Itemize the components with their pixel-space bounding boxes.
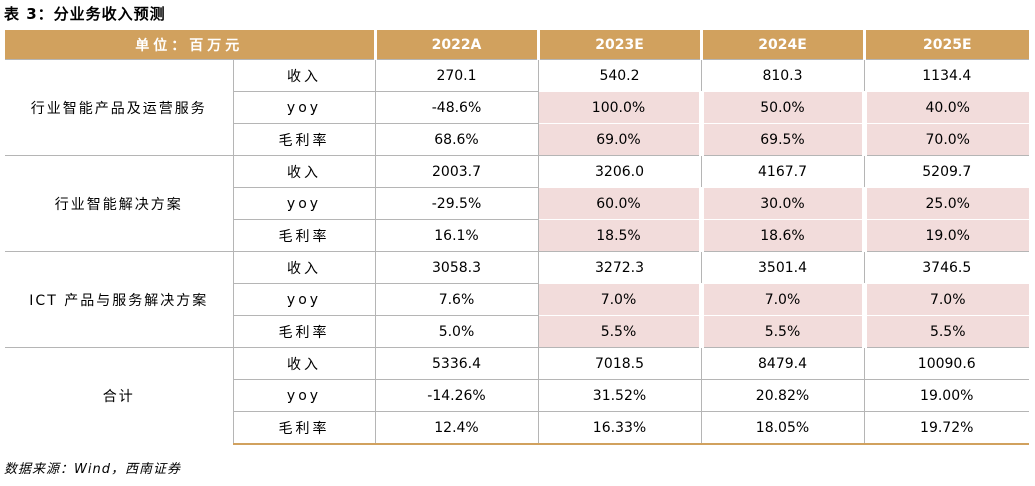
table-row: 行业智能解决方案 收入 2003.7 3206.0 4167.7 5209.7 bbox=[5, 155, 1029, 252]
year-header: 2023E bbox=[538, 30, 703, 60]
revenue-forecast-table: 单位：百万元 2022A 2023E 2024E 2025E 行业智能产品及运营… bbox=[5, 30, 1029, 445]
value-cell: 5.5% bbox=[701, 315, 867, 348]
header-row: 单位：百万元 2022A 2023E 2024E 2025E bbox=[5, 30, 1029, 60]
value-cell: 3501.4 bbox=[701, 251, 865, 284]
value-cell: 3746.5 bbox=[864, 251, 1029, 284]
value-cell: 16.33% bbox=[538, 411, 702, 445]
value-cell: 31.52% bbox=[538, 379, 702, 412]
value-cell: 8479.4 bbox=[701, 347, 865, 380]
value-cell: 68.6% bbox=[375, 123, 539, 156]
value-cell: 16.1% bbox=[375, 219, 539, 252]
metric-label: 毛利率 bbox=[233, 315, 376, 348]
table-row: yoy -14.26% 31.52% 20.82% 19.00% bbox=[5, 379, 1029, 412]
value-cell: 1134.4 bbox=[864, 59, 1029, 92]
table-row: ICT 产品与服务解决方案 收入 3058.3 3272.3 3501.4 3746.5 bbox=[5, 251, 1029, 348]
value-cell: 18.5% bbox=[538, 219, 704, 252]
metric-label: 收入 bbox=[233, 251, 376, 284]
table-row: 行业智能产品及运营服务 收入 270.1 540.2 810.3 1134.4 bbox=[5, 59, 1029, 156]
value-cell: 25.0% bbox=[864, 187, 1029, 220]
value-cell: 50.0% bbox=[701, 91, 867, 124]
segment-name: ICT 产品与服务解决方案 bbox=[5, 251, 234, 348]
value-cell: -29.5% bbox=[375, 187, 539, 220]
segment-name: 合计 bbox=[5, 347, 234, 444]
unit-header: 单位：百万元 bbox=[5, 30, 377, 60]
value-cell: 3058.3 bbox=[375, 251, 539, 284]
segment-name: 行业智能解决方案 bbox=[5, 155, 234, 252]
value-cell: 18.6% bbox=[701, 219, 867, 252]
value-cell: 5.5% bbox=[538, 315, 704, 348]
value-cell: 2003.7 bbox=[375, 155, 539, 188]
value-cell: 7.0% bbox=[864, 283, 1029, 316]
metric-label: 毛利率 bbox=[233, 411, 376, 445]
value-cell: -48.6% bbox=[375, 91, 539, 124]
metric-label: 收入 bbox=[233, 59, 376, 92]
value-cell: 30.0% bbox=[701, 187, 867, 220]
value-cell: 5.0% bbox=[375, 315, 539, 348]
table-row: yoy -29.5% 60.0% 30.0% 25.0% bbox=[5, 187, 1029, 220]
table-row: 毛利率 5.0% 5.5% 5.5% 5.5% bbox=[5, 315, 1029, 348]
value-cell: 40.0% bbox=[864, 91, 1029, 124]
metric-label: yoy bbox=[233, 187, 376, 220]
value-cell: 4167.7 bbox=[701, 155, 865, 188]
value-cell: 5336.4 bbox=[375, 347, 539, 380]
value-cell: 19.0% bbox=[864, 219, 1029, 252]
table-row: 合计 收入 5336.4 7018.5 8479.4 10090.6 bbox=[5, 347, 1029, 444]
segment-name: 行业智能产品及运营服务 bbox=[5, 59, 234, 156]
value-cell: 69.0% bbox=[538, 123, 704, 156]
value-cell: 70.0% bbox=[864, 123, 1029, 156]
value-cell: 18.05% bbox=[701, 411, 865, 445]
year-header: 2024E bbox=[701, 30, 866, 60]
table-row: yoy -48.6% 100.0% 50.0% 40.0% bbox=[5, 91, 1029, 124]
value-cell: 7.6% bbox=[375, 283, 539, 316]
value-cell: 12.4% bbox=[375, 411, 539, 445]
value-cell: 810.3 bbox=[701, 59, 865, 92]
value-cell: 69.5% bbox=[701, 123, 867, 156]
value-cell: 7.0% bbox=[701, 283, 867, 316]
value-cell: 270.1 bbox=[375, 59, 539, 92]
table-row: 毛利率 12.4% 16.33% 18.05% 19.72% bbox=[5, 411, 1029, 445]
metric-label: 毛利率 bbox=[233, 219, 376, 252]
metric-label: yoy bbox=[233, 379, 376, 412]
metric-label: 收入 bbox=[233, 347, 376, 380]
value-cell: 7018.5 bbox=[538, 347, 702, 380]
value-cell: 19.00% bbox=[864, 379, 1029, 412]
value-cell: 5.5% bbox=[864, 315, 1029, 348]
value-cell: 3206.0 bbox=[538, 155, 702, 188]
value-cell: 20.82% bbox=[701, 379, 865, 412]
value-cell: 19.72% bbox=[864, 411, 1029, 445]
table-row: 毛利率 16.1% 18.5% 18.6% 19.0% bbox=[5, 219, 1029, 252]
metric-label: yoy bbox=[233, 283, 376, 316]
metric-label: 收入 bbox=[233, 155, 376, 188]
value-cell: -14.26% bbox=[375, 379, 539, 412]
value-cell: 5209.7 bbox=[864, 155, 1029, 188]
metric-label: 毛利率 bbox=[233, 123, 376, 156]
year-header: 2025E bbox=[864, 30, 1029, 60]
value-cell: 3272.3 bbox=[538, 251, 702, 284]
value-cell: 7.0% bbox=[538, 283, 704, 316]
value-cell: 10090.6 bbox=[864, 347, 1029, 380]
value-cell: 100.0% bbox=[538, 91, 704, 124]
value-cell: 540.2 bbox=[538, 59, 702, 92]
value-cell: 60.0% bbox=[538, 187, 704, 220]
year-header: 2022A bbox=[375, 30, 540, 60]
metric-label: yoy bbox=[233, 91, 376, 124]
table-caption: 表 3：分业务收入预测 bbox=[4, 5, 166, 23]
table-row: yoy 7.6% 7.0% 7.0% 7.0% bbox=[5, 283, 1029, 316]
data-source-note: 数据来源：Wind，西南证券 bbox=[4, 462, 181, 477]
